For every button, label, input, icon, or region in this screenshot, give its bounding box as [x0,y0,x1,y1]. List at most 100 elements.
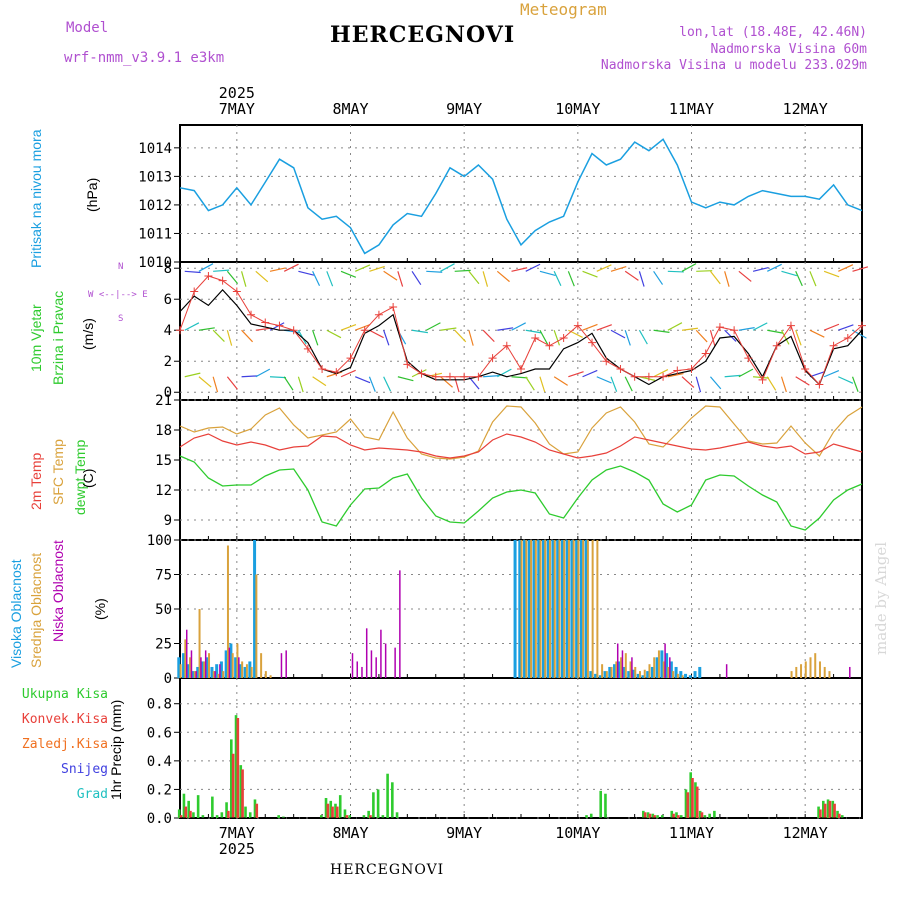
wind-arrow [781,270,798,277]
wind-arrow [440,376,453,388]
wind-gust-marker [602,357,611,366]
wind-gust-marker [630,372,639,381]
wind-arrow [838,264,854,272]
y-tick-label: 0.0 [147,811,172,827]
wind-arrow [525,263,541,272]
compass-n: N [118,262,124,272]
wind-arrow [653,329,670,333]
wind-arrow [255,368,271,378]
wind-arrow [553,376,568,386]
wind-gust-marker [687,364,696,373]
y-tick-label: 1014 [138,141,172,157]
y-tick-label: 0.4 [147,754,172,770]
wind-arrow [426,270,443,273]
wind-arrow [553,330,561,346]
compass-arrows: <--|--> [98,290,137,300]
wind-gust-marker [303,344,312,353]
wind-arrow [354,264,371,272]
wind-arrow [610,376,618,392]
wind-arrow [738,327,755,331]
compass-icon: W <--|--> E [88,290,148,300]
wind-arrow [312,330,319,346]
footer-title: HERCEGNOVI [330,862,445,878]
wind-arrow [240,271,247,287]
wind-gust-marker [531,333,540,342]
wind-gust-marker [673,366,682,375]
wind-gust-marker [559,333,568,342]
y-tick-label: 100 [147,533,172,549]
wind-gust-marker [474,372,483,381]
wind-arrow [198,376,212,388]
wind-arrow [184,372,201,378]
top-date-label: 9MAY [446,100,482,118]
wind-arrow [724,374,741,378]
wind-gust-marker [460,372,469,381]
wind-gust-marker [758,375,767,384]
model-value: wrf-nmm_v3.9.1 e3km [64,50,225,66]
wind-arrow [440,327,457,331]
y-tick-label: 2 [164,354,172,370]
wind-arrow [454,269,471,272]
wind-gust-marker [431,372,440,381]
y-tick-label: 8 [164,261,172,277]
wind-gust-marker [403,360,412,369]
wind-arrow [511,376,528,379]
wind-arrow [752,266,769,272]
wind-arrow [241,329,254,343]
wind-arrow [780,376,787,393]
top-year-label: 2025 [219,84,255,102]
wind-arrow [283,376,294,391]
wind-arrow [340,369,356,378]
y-tick-label: 0.2 [147,782,172,798]
wind-arrow [369,265,385,272]
wind-arrow [667,372,684,378]
wind-arrow [568,371,584,378]
bottom-date-label: 11MAY [669,824,714,842]
wind-arrow [255,270,269,283]
y-tick-label: 50 [155,602,172,618]
wind-arrow [681,263,697,272]
wind-gust-marker [701,349,710,358]
wind-arrow [511,322,526,331]
wind-arrow [568,329,583,338]
wind-arrow [823,270,840,278]
wind-arrow [269,267,286,272]
wind-arrow [738,368,754,378]
wind-gust-marker [829,341,838,350]
wind-gust-marker [815,380,824,389]
wind-arrow [795,376,810,386]
wind-arrow [709,376,722,390]
wind-arrow [269,376,286,379]
wind-arrow [226,376,238,390]
wind-arrow [852,266,869,272]
wind-arrow [468,270,480,285]
wind-gust-marker [318,364,327,373]
wind-gust-marker [588,338,597,347]
y-tick-label: 0 [164,671,172,687]
wind-arrow [340,270,357,278]
wind-gust-marker [843,333,852,342]
wind-arrow [539,376,546,393]
wind-arrow [355,376,371,384]
top-date-label: 7MAY [219,100,255,118]
wind-arrow [638,271,645,287]
panel-frame [179,124,863,263]
wind-arrow [838,324,854,331]
y-tick-label: 0.6 [147,725,172,741]
wind-arrow [596,376,612,384]
wind-arrow [553,271,562,287]
sfc-temp-line [179,405,863,460]
wind-arrow [497,327,514,331]
panel-frame [179,261,863,401]
wind-arrow [482,271,489,287]
wind-arrow [297,376,304,393]
wind-arrow [809,329,825,338]
wind-arrow [369,329,384,339]
wind-gust-marker [858,321,866,330]
wind-arrow [539,329,549,345]
wind-arrow [525,329,542,334]
wind-arrow [312,376,327,387]
model-elevation-text: Nadmorska Visina u modelu 233.029m [600,58,867,73]
wind-gust-marker [176,326,184,335]
wind-arrow [709,270,721,285]
